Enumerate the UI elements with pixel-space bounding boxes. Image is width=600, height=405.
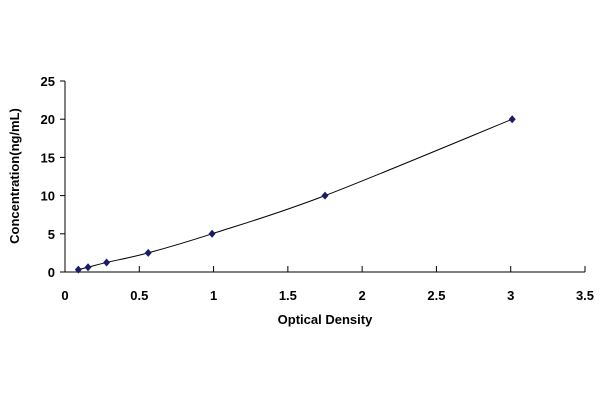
y-tick-label: 25 bbox=[41, 74, 55, 89]
data-point bbox=[144, 248, 152, 257]
x-tick-label: 2 bbox=[359, 288, 366, 303]
x-tick-label: 2.5 bbox=[427, 288, 445, 303]
data-point bbox=[208, 229, 216, 238]
x-tick-label: 0.5 bbox=[130, 288, 148, 303]
x-tick-label: 1.5 bbox=[279, 288, 297, 303]
x-tick-label: 0 bbox=[61, 288, 68, 303]
y-tick-label: 0 bbox=[48, 265, 55, 280]
data-point bbox=[74, 265, 82, 274]
y-tick-label: 5 bbox=[48, 227, 55, 242]
x-tick-label: 3 bbox=[507, 288, 514, 303]
x-tick-label: 3.5 bbox=[576, 288, 594, 303]
axes bbox=[64, 81, 585, 273]
x-tick-label: 1 bbox=[210, 288, 217, 303]
data-point bbox=[508, 115, 516, 124]
x-axis-label: Optical Density bbox=[278, 312, 373, 327]
fit-curve bbox=[78, 118, 513, 271]
y-tick-label: 10 bbox=[41, 189, 55, 204]
data-point bbox=[84, 263, 92, 272]
y-tick-label: 20 bbox=[41, 112, 55, 127]
y-axis-label: Concentration(ng/mL) bbox=[7, 108, 22, 244]
y-tick-label: 15 bbox=[41, 150, 55, 165]
data-point bbox=[321, 191, 329, 200]
data-point bbox=[103, 258, 111, 267]
